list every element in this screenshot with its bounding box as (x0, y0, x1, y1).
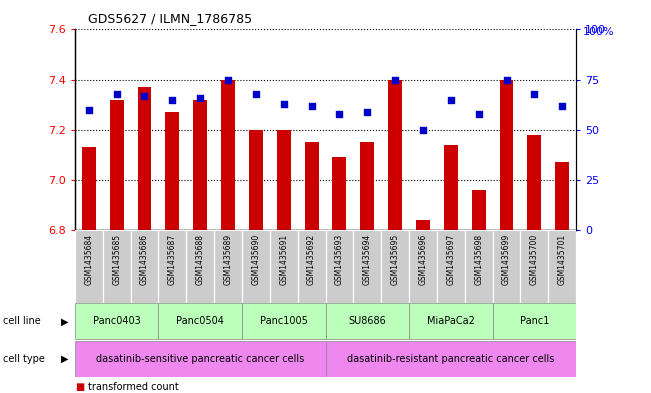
Bar (472, 190, 486, 230)
Text: GSM1435684: GSM1435684 (84, 233, 93, 285)
Bar (109, 100, 124, 230)
Bar (75, 341, 326, 376)
FancyBboxPatch shape (353, 230, 381, 303)
Point (251, 90, 261, 97)
Bar (165, 112, 179, 230)
Text: GSM1435687: GSM1435687 (168, 233, 177, 285)
Text: GSM1435689: GSM1435689 (223, 233, 232, 285)
FancyBboxPatch shape (298, 230, 326, 303)
Bar (360, 142, 374, 230)
Point (362, 108, 372, 115)
Point (167, 96, 178, 103)
Text: GSM1435691: GSM1435691 (279, 233, 288, 285)
Text: ▶: ▶ (61, 316, 68, 326)
Point (83, 107, 94, 113)
Point (418, 127, 428, 133)
Text: GSM1435700: GSM1435700 (530, 233, 539, 285)
Point (390, 76, 400, 83)
Bar (499, 79, 514, 230)
Text: GSM1435686: GSM1435686 (140, 233, 149, 285)
Text: GSM1435685: GSM1435685 (112, 233, 121, 285)
Text: GSM1435695: GSM1435695 (391, 233, 400, 285)
Point (473, 110, 484, 117)
Point (111, 90, 122, 97)
Text: SU8686: SU8686 (348, 316, 386, 326)
FancyBboxPatch shape (131, 230, 158, 303)
Bar (82, 147, 96, 230)
Text: MiaPaCa2: MiaPaCa2 (427, 316, 475, 326)
Point (445, 96, 456, 103)
Text: GSM1435701: GSM1435701 (558, 233, 567, 285)
Point (279, 101, 289, 107)
Point (501, 76, 512, 83)
Bar (221, 79, 235, 230)
Bar (158, 303, 242, 339)
FancyBboxPatch shape (493, 230, 520, 303)
Text: Panc1005: Panc1005 (260, 316, 308, 326)
Text: Panc1: Panc1 (519, 316, 549, 326)
Bar (326, 303, 409, 339)
FancyBboxPatch shape (214, 230, 242, 303)
Text: GSM1435698: GSM1435698 (474, 233, 483, 285)
Text: cell type: cell type (3, 354, 45, 364)
Text: dasatinib-resistant pancreatic cancer cells: dasatinib-resistant pancreatic cancer ce… (347, 354, 555, 364)
FancyBboxPatch shape (520, 230, 548, 303)
Text: GSM1435693: GSM1435693 (335, 233, 344, 285)
Point (529, 90, 540, 97)
FancyBboxPatch shape (381, 230, 409, 303)
FancyBboxPatch shape (326, 230, 353, 303)
FancyBboxPatch shape (409, 230, 437, 303)
Bar (326, 341, 576, 376)
Point (139, 92, 150, 99)
Bar (305, 142, 318, 230)
Bar (416, 220, 430, 230)
FancyBboxPatch shape (75, 230, 103, 303)
FancyBboxPatch shape (242, 230, 270, 303)
FancyBboxPatch shape (186, 230, 214, 303)
Text: ■: ■ (75, 382, 84, 392)
Text: ▶: ▶ (61, 354, 68, 364)
Bar (137, 87, 152, 230)
Text: GSM1435696: GSM1435696 (419, 233, 428, 285)
Bar (493, 303, 576, 339)
Text: GSM1435699: GSM1435699 (502, 233, 511, 285)
Text: cell line: cell line (3, 316, 41, 326)
Bar (193, 100, 207, 230)
Point (223, 76, 233, 83)
Bar (242, 303, 326, 339)
Text: GDS5627 / ILMN_1786785: GDS5627 / ILMN_1786785 (88, 12, 252, 25)
Text: Panc0403: Panc0403 (92, 316, 141, 326)
FancyBboxPatch shape (465, 230, 493, 303)
Text: GSM1435697: GSM1435697 (447, 233, 455, 285)
Text: GSM1435688: GSM1435688 (196, 233, 204, 285)
Bar (333, 157, 346, 230)
Bar (409, 303, 493, 339)
FancyBboxPatch shape (270, 230, 298, 303)
Point (334, 110, 344, 117)
Bar (249, 130, 263, 230)
Bar (388, 79, 402, 230)
Point (557, 103, 568, 109)
Text: GSM1435694: GSM1435694 (363, 233, 372, 285)
Bar (555, 162, 569, 230)
Bar (527, 135, 542, 230)
FancyBboxPatch shape (437, 230, 465, 303)
FancyBboxPatch shape (158, 230, 186, 303)
Text: dasatinib-sensitive pancreatic cancer cells: dasatinib-sensitive pancreatic cancer ce… (96, 354, 304, 364)
Text: 100%: 100% (583, 27, 615, 37)
Bar (75, 303, 158, 339)
Bar (277, 130, 291, 230)
Point (195, 94, 206, 101)
Text: GSM1435692: GSM1435692 (307, 233, 316, 285)
FancyBboxPatch shape (103, 230, 131, 303)
Text: GSM1435690: GSM1435690 (251, 233, 260, 285)
Bar (444, 145, 458, 230)
Text: transformed count: transformed count (88, 382, 178, 392)
FancyBboxPatch shape (548, 230, 576, 303)
Text: Panc0504: Panc0504 (176, 316, 224, 326)
Point (307, 103, 317, 109)
